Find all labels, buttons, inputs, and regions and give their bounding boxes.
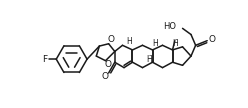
- Text: O: O: [104, 60, 111, 69]
- Text: O: O: [107, 35, 114, 44]
- Text: O: O: [101, 72, 108, 81]
- Text: F: F: [42, 55, 47, 64]
- Text: Ḧ: Ḧ: [173, 39, 179, 48]
- Text: O: O: [208, 35, 215, 44]
- Text: H: H: [126, 37, 131, 46]
- Text: Ḧ: Ḧ: [146, 55, 152, 64]
- Text: H: H: [153, 39, 158, 48]
- Text: HO: HO: [163, 22, 176, 31]
